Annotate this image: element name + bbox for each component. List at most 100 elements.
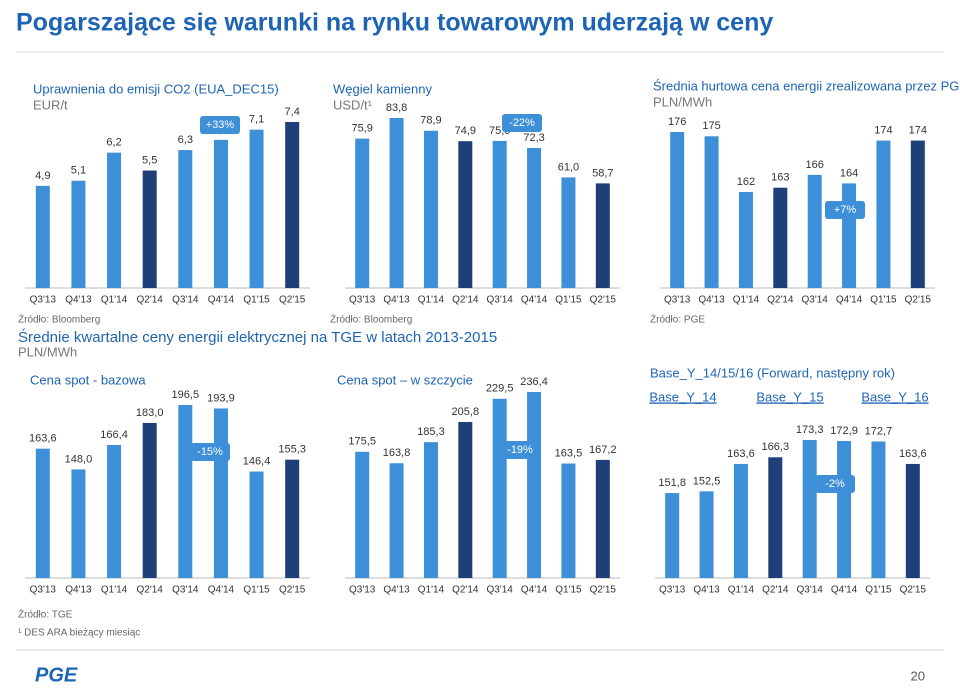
bar bbox=[733, 463, 748, 578]
x-tick-label: Q4'14 bbox=[521, 585, 548, 596]
x-tick-label: Q3'14 bbox=[172, 585, 199, 596]
bar bbox=[178, 405, 193, 578]
bar bbox=[768, 457, 783, 578]
bar bbox=[35, 448, 50, 578]
chart-title: Cena spot - bazowa bbox=[30, 372, 146, 387]
bar bbox=[699, 491, 714, 578]
value-label: 183,0 bbox=[136, 407, 164, 419]
chart-title: Średnia hurtowa cena energii zrealizowan… bbox=[653, 78, 960, 93]
change-badge bbox=[825, 201, 865, 219]
value-label: 7,1 bbox=[249, 114, 264, 126]
value-label: 61,0 bbox=[558, 161, 579, 173]
value-label: 5,1 bbox=[71, 165, 86, 177]
x-tick-label: Q2'15 bbox=[590, 585, 617, 596]
x-tick-label: Q4'13 bbox=[698, 295, 725, 306]
value-label: 174 bbox=[874, 124, 892, 136]
bar bbox=[871, 441, 886, 578]
x-tick-label: Q4'14 bbox=[836, 295, 863, 306]
bar bbox=[249, 129, 264, 288]
value-label: 167,2 bbox=[589, 444, 617, 456]
change-label: -19% bbox=[507, 444, 533, 456]
change-badge bbox=[500, 441, 540, 459]
value-label: 6,2 bbox=[106, 137, 121, 149]
chart-title: Uprawnienia do emisji CO2 (EUA_DEC15) bbox=[33, 81, 279, 96]
bar bbox=[905, 463, 920, 578]
x-tick-label: Q4'14 bbox=[208, 585, 235, 596]
group-label: Base_Y_16 bbox=[861, 389, 928, 404]
bar bbox=[665, 493, 680, 578]
value-label: 6,3 bbox=[178, 134, 193, 146]
bar bbox=[389, 118, 404, 288]
x-tick-label: Q3'14 bbox=[797, 585, 824, 596]
x-tick-label: Q3'13 bbox=[30, 295, 57, 306]
chart-title: Węgiel kamienny bbox=[333, 81, 432, 96]
value-label: 176 bbox=[668, 116, 686, 128]
value-label: 78,9 bbox=[420, 115, 441, 127]
bar bbox=[423, 442, 438, 578]
bar bbox=[670, 132, 685, 288]
source: Źródło: PGE bbox=[650, 313, 705, 326]
slide-title: Pogarszające się warunki na rynku towaro… bbox=[16, 9, 773, 37]
value-label: 163,6 bbox=[727, 448, 755, 460]
bar bbox=[458, 422, 473, 578]
x-tick-label: Q1'15 bbox=[865, 585, 892, 596]
x-tick-label: Q3'13 bbox=[664, 295, 691, 306]
bar bbox=[249, 471, 264, 578]
value-label: 172,9 bbox=[830, 425, 858, 437]
x-tick-label: Q4'14 bbox=[521, 295, 548, 306]
bar bbox=[876, 140, 891, 288]
x-tick-label: Q1'14 bbox=[418, 585, 445, 596]
bar bbox=[738, 192, 753, 288]
change-badge bbox=[200, 116, 240, 134]
bar bbox=[842, 183, 857, 288]
x-tick-label: Q4'13 bbox=[383, 295, 410, 306]
bar bbox=[355, 138, 370, 288]
value-label: 166,4 bbox=[100, 429, 128, 441]
bar bbox=[837, 440, 852, 578]
value-label: 166,3 bbox=[762, 441, 790, 453]
bar bbox=[142, 422, 157, 578]
x-tick-label: Q1'15 bbox=[555, 295, 582, 306]
value-label: 163,8 bbox=[383, 447, 411, 459]
bar bbox=[389, 463, 404, 578]
x-tick-label: Q1'15 bbox=[243, 585, 270, 596]
value-label: 5,5 bbox=[142, 154, 157, 166]
bar bbox=[773, 187, 788, 288]
value-label: 163,5 bbox=[555, 447, 583, 459]
bar bbox=[595, 183, 610, 288]
value-label: 163 bbox=[771, 172, 789, 184]
x-tick-label: Q4'13 bbox=[693, 585, 720, 596]
x-tick-label: Q3'13 bbox=[30, 585, 57, 596]
x-tick-label: Q2'14 bbox=[767, 295, 794, 306]
bar bbox=[71, 180, 86, 288]
change-badge bbox=[815, 475, 855, 493]
value-label: 151,8 bbox=[658, 477, 686, 489]
x-tick-label: Q3'13 bbox=[349, 295, 376, 306]
source: Źródło: TGE bbox=[18, 608, 73, 621]
change-label: -2% bbox=[825, 478, 845, 490]
section-unit: PLN/MWh bbox=[18, 344, 77, 359]
bar bbox=[595, 459, 610, 578]
value-label: 152,5 bbox=[693, 475, 721, 487]
x-tick-label: Q1'15 bbox=[870, 295, 897, 306]
value-label: 75,9 bbox=[351, 122, 372, 134]
value-label: 4,9 bbox=[35, 170, 50, 182]
chart-unit: PLN/MWh bbox=[653, 94, 712, 109]
value-label: 58,7 bbox=[592, 167, 613, 179]
x-tick-label: Q3'13 bbox=[349, 585, 376, 596]
x-tick-label: Q2'15 bbox=[279, 585, 306, 596]
x-tick-label: Q2'14 bbox=[452, 295, 479, 306]
x-tick-label: Q2'14 bbox=[762, 585, 789, 596]
value-label: 196,5 bbox=[172, 389, 200, 401]
bar bbox=[527, 147, 542, 288]
chart-title: Cena spot – w szczycie bbox=[337, 372, 473, 387]
value-label: 155,3 bbox=[278, 444, 306, 456]
group-label: Base_Y_14 bbox=[649, 389, 716, 404]
bar bbox=[107, 152, 122, 288]
x-tick-label: Q2'14 bbox=[452, 585, 479, 596]
bar bbox=[213, 408, 228, 578]
value-label: 163,6 bbox=[899, 448, 927, 460]
value-label: 83,8 bbox=[386, 102, 407, 114]
bar bbox=[285, 459, 300, 578]
x-tick-label: Q2'15 bbox=[279, 295, 306, 306]
